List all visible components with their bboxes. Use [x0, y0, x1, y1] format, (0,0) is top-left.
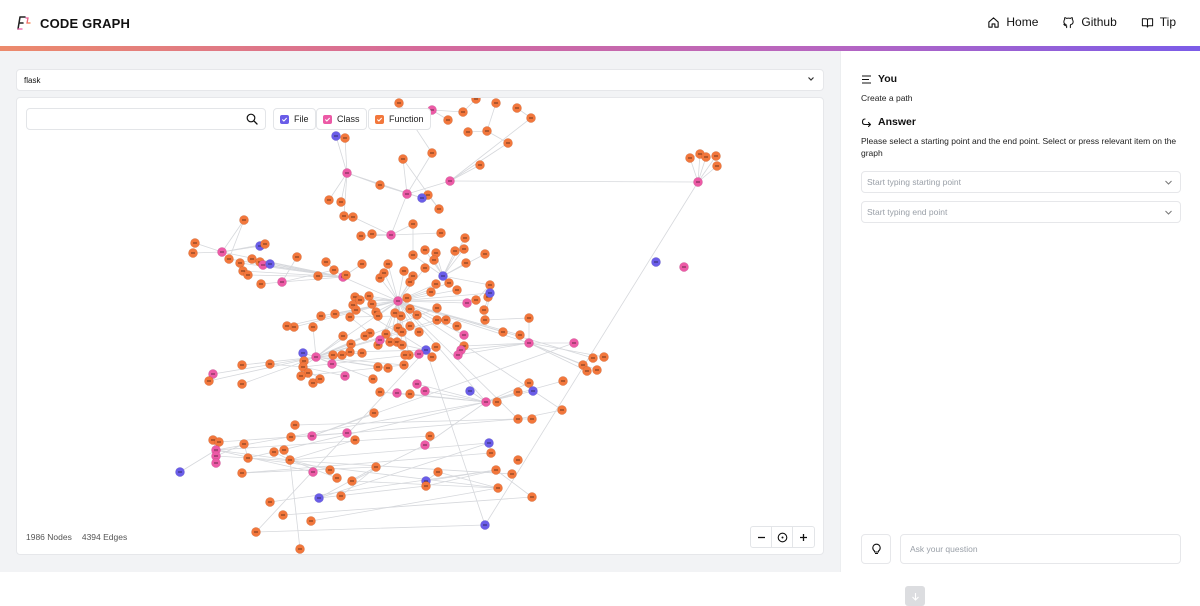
app-logo[interactable]: CODE GRAPH: [16, 15, 130, 31]
check-icon: [324, 117, 331, 122]
arrow-down-icon: [911, 592, 919, 601]
center-graph-button[interactable]: [772, 527, 793, 547]
search-icon[interactable]: [246, 113, 258, 125]
tip-button[interactable]: [861, 534, 891, 564]
repository-select[interactable]: flask: [16, 69, 824, 91]
check-icon: [376, 117, 383, 122]
start-point-combobox[interactable]: Start typing starting point: [861, 171, 1181, 193]
user-message-text: Create a path: [861, 93, 913, 103]
node-count: 1986 Nodes: [26, 532, 72, 542]
file-checkbox[interactable]: [280, 114, 289, 124]
class-checkbox[interactable]: [323, 114, 332, 124]
answer-text: Please select a starting point and the e…: [861, 136, 1177, 158]
filter-class-label: Class: [337, 114, 360, 124]
zoom-in-button[interactable]: [793, 527, 814, 547]
nav-home-label: Home: [1006, 15, 1039, 29]
nav-github-label: Github: [1081, 15, 1117, 29]
zoom-controls: [750, 526, 815, 548]
repository-select-value: flask: [24, 75, 41, 85]
plus-icon: [800, 533, 807, 541]
top-nav: Home Github Tip: [987, 15, 1176, 29]
filter-class[interactable]: Class: [316, 108, 367, 130]
code-graph-logo-icon: [17, 16, 31, 30]
target-icon: [777, 532, 787, 542]
nav-tip[interactable]: Tip: [1141, 15, 1176, 29]
app-title: CODE GRAPH: [40, 15, 131, 31]
filter-function[interactable]: Function: [368, 108, 431, 130]
reply-arrow-icon: [861, 117, 872, 127]
edge-count: 4394 Edges: [81, 532, 128, 542]
graph-search-box[interactable]: [26, 108, 266, 130]
home-icon: [988, 16, 1000, 28]
filter-function-label: Function: [389, 114, 424, 124]
filter-file[interactable]: File: [273, 108, 316, 130]
graph-search-input[interactable]: [33, 109, 243, 129]
chevron-down-icon: [1165, 180, 1172, 185]
start-point-placeholder: Start typing starting point: [867, 177, 962, 187]
nav-home[interactable]: Home: [987, 15, 1038, 29]
scroll-down-button[interactable]: [905, 586, 925, 606]
zoom-out-button[interactable]: [751, 527, 772, 547]
header-gradient-divider: [0, 46, 1200, 51]
filter-file-label: File: [294, 114, 309, 124]
graph-nodes[interactable]: [175, 98, 722, 554]
top-header: CODE GRAPH Home Github Tip: [0, 0, 1200, 46]
lightbulb-icon: [871, 543, 881, 555]
function-node[interactable]: [471, 98, 481, 104]
chat-panel: You Create a path Answer Please select a…: [840, 51, 1200, 606]
chevron-down-icon: [808, 77, 814, 81]
minus-icon: [757, 536, 765, 538]
check-icon: [281, 117, 288, 122]
graph-panel: flask File Class Function 1986 Nodes 439…: [0, 51, 840, 572]
menu-lines-icon: [862, 74, 871, 84]
github-icon: [1063, 16, 1075, 28]
answer-header: Answer: [861, 116, 916, 128]
code-graph-visualization[interactable]: [17, 98, 824, 555]
nav-tip-label: Tip: [1159, 15, 1176, 29]
nav-github[interactable]: Github: [1062, 15, 1117, 29]
ask-question-input[interactable]: [910, 544, 1130, 554]
function-checkbox[interactable]: [375, 114, 384, 124]
ask-question-box: [900, 534, 1181, 606]
you-label: You: [878, 73, 898, 85]
end-point-placeholder: Start typing end point: [867, 207, 948, 217]
graph-stats: 1986 Nodes 4394 Edges: [26, 532, 127, 542]
graph-canvas[interactable]: File Class Function 1986 Nodes 4394 Edge…: [16, 97, 824, 555]
answer-label: Answer: [878, 116, 916, 128]
end-point-combobox[interactable]: Start typing end point: [861, 201, 1181, 223]
book-icon: [1141, 17, 1153, 28]
chevron-down-icon: [1165, 210, 1172, 215]
user-message-header: You: [861, 73, 897, 85]
